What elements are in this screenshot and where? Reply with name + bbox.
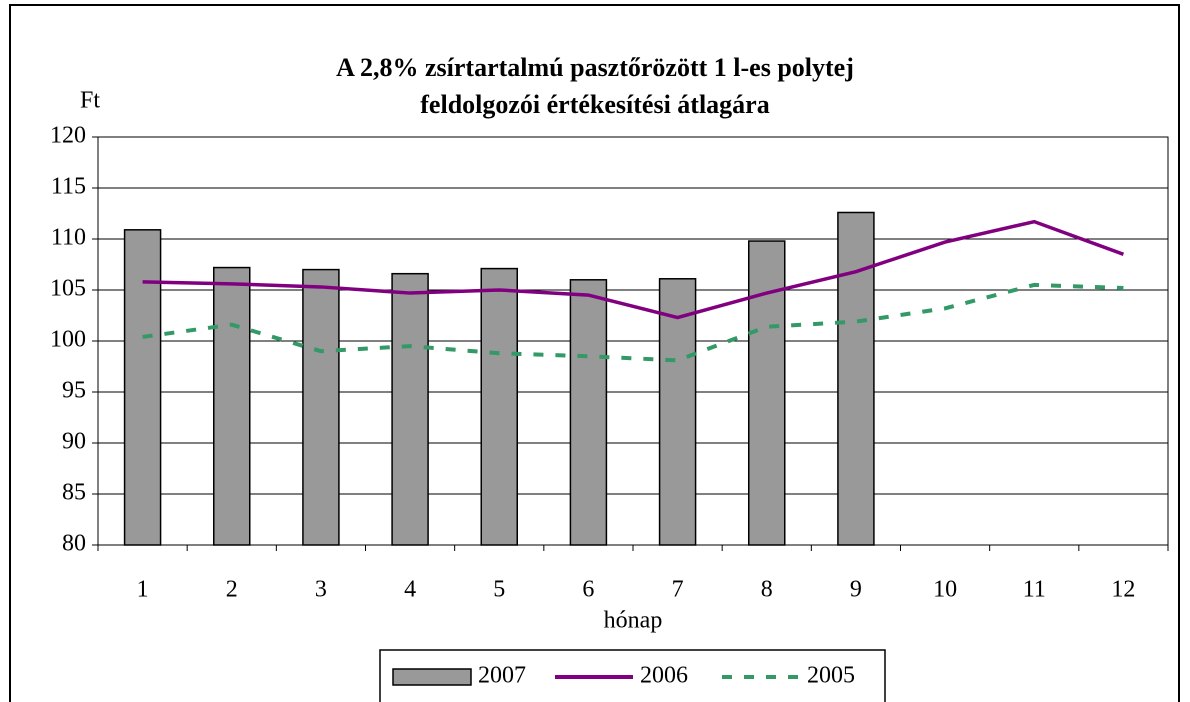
x-tick-label: 3	[315, 577, 327, 603]
x-tick-label: 9	[850, 577, 862, 603]
legend-label: 2007	[478, 663, 526, 689]
y-tick-label: 100	[50, 327, 86, 353]
bar	[837, 211, 875, 546]
x-tick-label: 5	[493, 577, 505, 603]
y-tick-label: 95	[62, 378, 86, 404]
x-tick-label: 7	[672, 577, 684, 603]
bar	[213, 266, 251, 546]
bar	[480, 267, 518, 546]
bar	[391, 272, 429, 546]
line	[142, 219, 1125, 320]
x-axis-label: hónap	[604, 608, 663, 634]
bar	[658, 278, 697, 546]
x-tick-label: 8	[761, 577, 773, 603]
bar	[748, 240, 786, 546]
x-tick-label: 4	[404, 577, 416, 603]
legend-swatch	[392, 668, 472, 686]
y-tick-label: 105	[50, 276, 86, 302]
chart-title: A 2,8% zsírtartalmú pasztőrözött 1 l-es …	[336, 53, 854, 82]
x-tick-label: 1	[137, 577, 149, 603]
x-tick-label: 6	[582, 577, 594, 603]
frame	[9, 4, 1180, 702]
x-tick-label: 12	[1111, 577, 1135, 603]
y-axis-label: Ft	[80, 88, 100, 114]
y-tick-label: 115	[51, 174, 86, 200]
x-tick-label: 11	[1023, 577, 1046, 603]
legend-label: 2005	[807, 663, 855, 689]
y-tick-label: 80	[62, 531, 86, 557]
bar	[302, 268, 340, 546]
y-tick-label: 90	[62, 429, 86, 455]
legend-label: 2006	[640, 663, 688, 689]
x-tick-label: 10	[933, 577, 957, 603]
bar	[123, 229, 162, 546]
y-tick-label: 120	[50, 123, 86, 149]
line	[142, 282, 1124, 363]
bar	[569, 279, 608, 546]
y-tick-label: 110	[51, 225, 86, 251]
chart-title: feldolgozói értékesítési átlagára	[420, 90, 769, 119]
y-tick-label: 85	[62, 480, 86, 506]
x-tick-label: 2	[226, 577, 238, 603]
